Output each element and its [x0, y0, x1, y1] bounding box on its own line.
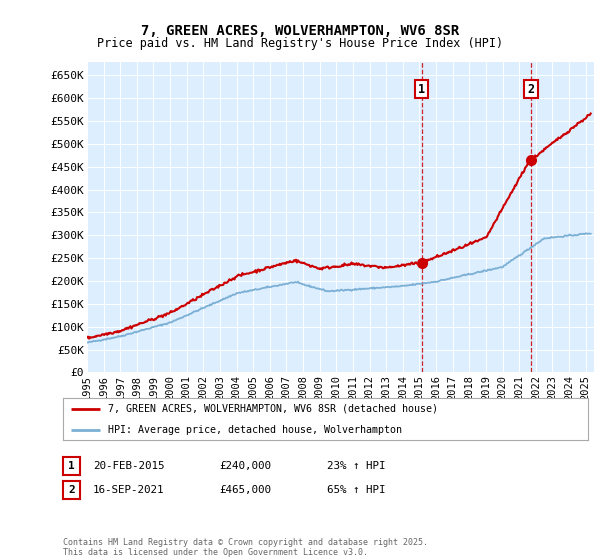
- Text: £465,000: £465,000: [219, 485, 271, 495]
- Text: 2: 2: [527, 82, 535, 96]
- Text: Price paid vs. HM Land Registry's House Price Index (HPI): Price paid vs. HM Land Registry's House …: [97, 37, 503, 50]
- Text: 1: 1: [68, 461, 75, 471]
- Text: £240,000: £240,000: [219, 461, 271, 471]
- Text: 7, GREEN ACRES, WOLVERHAMPTON, WV6 8SR: 7, GREEN ACRES, WOLVERHAMPTON, WV6 8SR: [141, 24, 459, 38]
- Text: 20-FEB-2015: 20-FEB-2015: [93, 461, 164, 471]
- Text: 1: 1: [418, 82, 425, 96]
- Text: 7, GREEN ACRES, WOLVERHAMPTON, WV6 8SR (detached house): 7, GREEN ACRES, WOLVERHAMPTON, WV6 8SR (…: [107, 404, 437, 414]
- Text: 16-SEP-2021: 16-SEP-2021: [93, 485, 164, 495]
- Text: 2: 2: [68, 485, 75, 495]
- Text: 23% ↑ HPI: 23% ↑ HPI: [327, 461, 386, 471]
- Text: HPI: Average price, detached house, Wolverhampton: HPI: Average price, detached house, Wolv…: [107, 426, 401, 435]
- Text: 65% ↑ HPI: 65% ↑ HPI: [327, 485, 386, 495]
- Text: Contains HM Land Registry data © Crown copyright and database right 2025.
This d: Contains HM Land Registry data © Crown c…: [63, 538, 428, 557]
